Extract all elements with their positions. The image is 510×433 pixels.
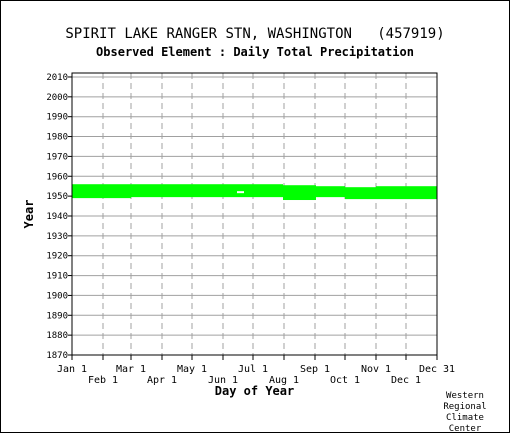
y-tick-label: 1900 [46, 291, 68, 301]
data-segment [316, 186, 345, 198]
y-tick-label: 1940 [46, 212, 68, 222]
data-segment [131, 184, 283, 198]
credit-line: Western [446, 391, 484, 401]
y-tick-label: 1970 [46, 152, 68, 162]
x-axis-title: Day of Year [215, 384, 294, 398]
y-tick-label: 1910 [46, 272, 68, 282]
credit-line: Climate [446, 413, 484, 423]
credit-line: Regional [443, 402, 487, 412]
y-tick-label: 1990 [46, 113, 68, 123]
plot-border [71, 72, 438, 356]
x-tick-label: Aug 1 [269, 375, 299, 386]
data-segment [376, 186, 437, 200]
chart-title: SPIRIT LAKE RANGER STN, WASHINGTON (4579… [65, 26, 445, 42]
chart-subtitle: Observed Element : Daily Total Precipita… [96, 45, 414, 59]
missing-mark [283, 200, 316, 203]
data-segment [345, 187, 376, 200]
x-tick-label: Dec 1 [391, 375, 421, 386]
y-tick-label: 1950 [46, 192, 68, 202]
data-segment [283, 185, 316, 201]
y-tick-label: 2010 [46, 73, 68, 83]
credit-block: Western Regional Climate Center [435, 391, 495, 433]
x-tick-label: Oct 1 [330, 375, 360, 386]
x-tick-label: Sep 1 [300, 364, 330, 375]
y-tick-label: 1920 [46, 252, 68, 262]
x-tick-label: Feb 1 [88, 375, 118, 386]
x-tick-label: Jan 1 [57, 364, 87, 375]
x-tick-label: Jun 1 [208, 375, 238, 386]
y-tick-label: 1930 [46, 232, 68, 242]
y-tick-label: 1980 [46, 133, 68, 143]
y-axis-title: Year [22, 200, 36, 229]
missing-mark [237, 191, 244, 194]
y-tick-label: 1870 [46, 351, 68, 361]
y-tick-label: 1890 [46, 311, 68, 321]
data-segment [72, 184, 131, 199]
y-tick-label: 2000 [46, 93, 68, 103]
x-tick-label: Dec 31 [419, 364, 455, 375]
x-tick-label: Jul 1 [238, 364, 268, 375]
x-tick-label: Apr 1 [147, 375, 177, 386]
credit-line: Center [448, 424, 482, 433]
y-tick-label: 1960 [46, 172, 68, 182]
y-tick-label: 1880 [46, 331, 68, 341]
x-tick-label: Nov 1 [361, 364, 391, 375]
x-tick-label: May 1 [177, 364, 207, 375]
x-tick-label: Mar 1 [116, 364, 146, 375]
